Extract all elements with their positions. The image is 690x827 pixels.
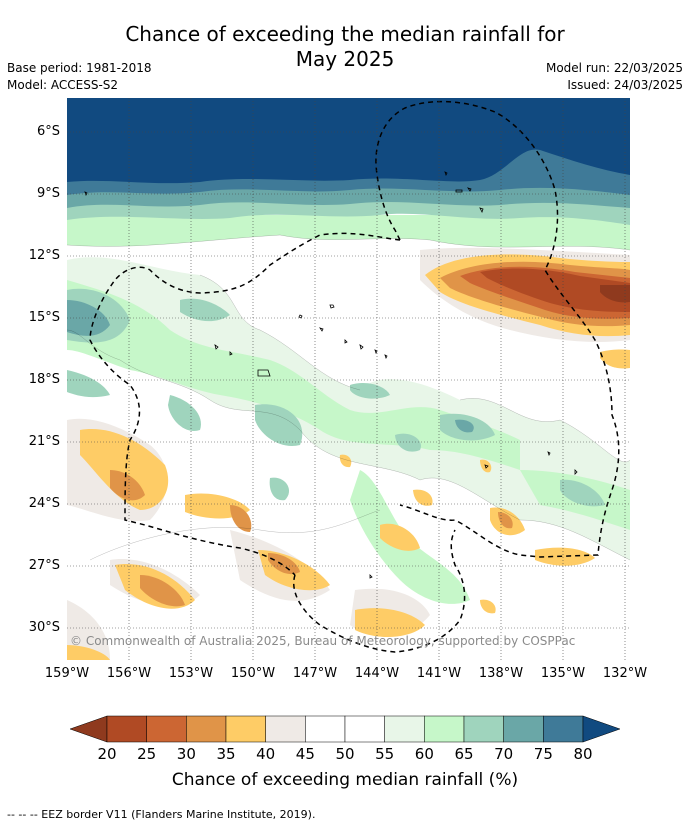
title-line-1: Chance of exceeding the median rainfall …: [125, 22, 565, 46]
y-tick-label: 9°S: [36, 186, 60, 201]
colorbar-tick-label: 30: [176, 745, 196, 763]
eez-footnote: -- -- -- EEZ border V11 (Flanders Marine…: [7, 808, 316, 821]
base-period: Base period: 1981-2018: [7, 61, 152, 75]
y-tick-label: 6°S: [36, 124, 60, 139]
colorbar-tick-label: 75: [533, 745, 553, 763]
y-tick-label: 27°S: [28, 558, 60, 573]
model-name: Model: ACCESS-S2: [7, 78, 119, 92]
meta-left: Base period: 1981-2018 Model: ACCESS-S2: [7, 60, 152, 94]
x-tick-label: 159°W: [44, 666, 90, 681]
colorbar-cell: [106, 715, 147, 743]
colorbar-cell: [424, 715, 465, 743]
x-tick-label: 150°W: [230, 666, 276, 681]
title-line-2: May 2025: [295, 47, 395, 71]
x-tick-label: 153°W: [168, 666, 214, 681]
colorbar-low-extension: [69, 715, 108, 743]
meta-right: Model run: 22/03/2025 Issued: 24/03/2025: [546, 60, 683, 94]
colorbar-cell: [543, 715, 584, 743]
map-area: [67, 98, 630, 660]
y-tick-label: 24°S: [28, 496, 60, 511]
issued-date: Issued: 24/03/2025: [567, 78, 683, 92]
colorbar-cell: [503, 715, 544, 743]
colorbar-tick-label: 70: [494, 745, 514, 763]
colorbar-cell: [463, 715, 504, 743]
y-tick-label: 30°S: [28, 620, 60, 635]
colorbar-title: Chance of exceeding median rainfall (%): [171, 770, 519, 790]
colorbar-cell: [305, 715, 346, 743]
colorbar-high-extension: [582, 715, 621, 743]
x-tick-label: 147°W: [292, 666, 338, 681]
colorbar-tick-label: 20: [97, 745, 117, 763]
colorbar-tick-label: 55: [375, 745, 395, 763]
colorbar-tick-label: 40: [256, 745, 276, 763]
x-tick-label: 138°W: [478, 666, 524, 681]
x-tick-label: 135°W: [540, 666, 586, 681]
map-title: Chance of exceeding the median rainfall …: [0, 22, 690, 72]
copyright-notice: © Commonwealth of Australia 2025, Bureau…: [70, 634, 576, 648]
model-run: Model run: 22/03/2025: [545, 61, 683, 75]
colorbar: [69, 715, 621, 743]
y-tick-label: 21°S: [28, 434, 60, 449]
colorbar-tick-label: 65: [454, 745, 474, 763]
colorbar-tick-label: 50: [335, 745, 355, 763]
y-tick-label: 18°S: [28, 372, 60, 387]
colorbar-cell: [384, 715, 425, 743]
colorbar-tick-label: 80: [573, 745, 593, 763]
y-tick-label: 12°S: [28, 248, 60, 263]
colorbar-tick-label: 35: [216, 745, 236, 763]
colorbar-cell: [265, 715, 306, 743]
colorbar-tick-label: 45: [295, 745, 315, 763]
y-tick-label: 15°S: [28, 310, 60, 325]
colorbar-tick-label: 25: [137, 745, 157, 763]
colorbar-cell: [225, 715, 266, 743]
colorbar-cell: [344, 715, 385, 743]
colorbar-cell: [186, 715, 227, 743]
colorbar-tick-label: 60: [414, 745, 434, 763]
x-tick-label: 144°W: [354, 666, 400, 681]
x-tick-label: 141°W: [416, 666, 462, 681]
colorbar-cell: [146, 715, 187, 743]
x-tick-label: 132°W: [602, 666, 648, 681]
x-tick-label: 156°W: [106, 666, 152, 681]
